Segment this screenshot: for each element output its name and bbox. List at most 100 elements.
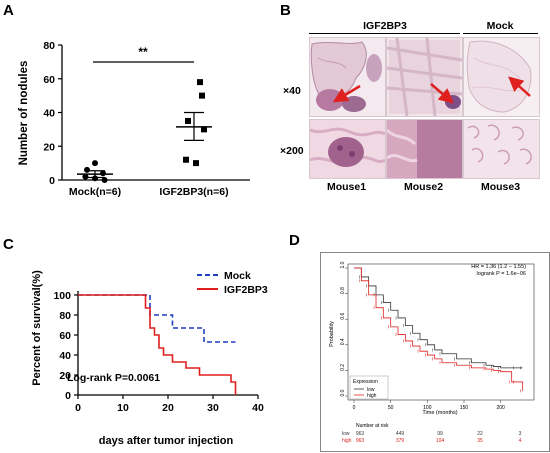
km-risk-value: 35 <box>477 438 483 444</box>
km-x-tick-label: 150 <box>460 405 469 411</box>
km-plot-axes: 0.0 0.2 0.4 0.6 0.8 1.0 0 50 100 150 200 <box>340 261 535 411</box>
km-risk-value: 379 <box>396 438 405 444</box>
survival-curve-igf2bp3 <box>78 294 237 395</box>
histology-mouse3-x40 <box>463 37 540 117</box>
header-igf2bp3-rule <box>309 33 460 34</box>
km-risk-table: low 963 449 99 22 3 high 963 379 104 35 4 <box>342 431 522 444</box>
nodule-y-axis-label: Number of nodules <box>18 61 30 166</box>
km-curve-high <box>354 267 524 391</box>
header-igf2bp3: IGF2BP3 <box>363 20 407 32</box>
km-risk-value: 104 <box>436 438 445 444</box>
km-y-axis-label: Probability <box>329 321 335 347</box>
survival-x-tick-label: 30 <box>207 402 219 414</box>
km-hr-text: HR = 1.36 (1.2 − 1.55) <box>471 264 526 270</box>
nodule-y-tick-label: 80 <box>43 40 55 52</box>
km-risk-value: 449 <box>396 431 405 437</box>
km-legend-low: low <box>367 387 375 393</box>
histology-mouse1-x40 <box>309 37 386 117</box>
km-risk-value: 99 <box>437 431 443 437</box>
survival-y-tick-label: 40 <box>59 350 71 362</box>
survival-y-axis-label: Percent of survival(%) <box>31 270 43 386</box>
igf2bp3-point <box>183 156 189 163</box>
km-plot-box <box>347 263 535 401</box>
nodule-arrows <box>332 76 531 104</box>
km-risk-value: 963 <box>356 438 365 444</box>
nodule-y-tick-label: 0 <box>49 175 55 187</box>
panel-letter-a: A <box>3 2 14 19</box>
survival-y-tick-label: 0 <box>65 390 71 402</box>
km-risk-value: 963 <box>356 431 365 437</box>
survival-y-tick-label: 60 <box>59 330 71 342</box>
histology-mouse1-x200 <box>309 119 386 179</box>
col-label-mouse3: Mouse3 <box>480 181 521 193</box>
histology-mouse2-x40 <box>386 37 463 117</box>
km-risk-row-label: low <box>342 431 350 437</box>
row-label-x200: ×200 <box>280 145 304 157</box>
survival-x-tick-label: 10 <box>117 402 129 414</box>
km-y-tick-label: 0.8 <box>340 287 346 294</box>
survival-curves <box>78 294 237 395</box>
km-risk-value: 22 <box>477 431 483 437</box>
km-y-tick-label: 0.0 <box>340 389 346 396</box>
igf2bp3-point <box>185 117 191 124</box>
km-logrank-text: logrank P = 1.6e−06 <box>477 271 526 277</box>
legend-igf2bp3-label: IGF2BP3 <box>224 284 268 296</box>
km-legend-title: Expression <box>353 379 378 385</box>
significance-label: ** <box>138 45 148 59</box>
km-x-tick-label: 0 <box>353 405 356 411</box>
km-x-tick-label: 100 <box>423 405 432 411</box>
nodule-y-tick-label: 60 <box>43 74 55 86</box>
nodule-y-tick-label: 20 <box>43 141 55 153</box>
km-x-tick-label: 50 <box>388 405 394 411</box>
mock-point <box>82 173 89 180</box>
km-risk-title: Number at risk <box>356 423 389 429</box>
arrow-mouse3 <box>508 76 531 97</box>
survival-x-axis-label: days after tumor injection <box>99 435 234 447</box>
header-mock: Mock <box>486 20 514 32</box>
igf2bp3-point <box>193 160 199 167</box>
survival-chart-axes: 0 20 40 60 80 100 0 10 20 30 40 <box>53 290 264 414</box>
arrow-mouse2 <box>430 83 454 104</box>
histology-mouse3-x200 <box>463 119 540 179</box>
survival-y-tick-label: 20 <box>59 370 71 382</box>
arrow-mouse1 <box>332 84 361 103</box>
km-risk-value: 3 <box>519 431 522 437</box>
km-y-tick-label: 0.6 <box>340 313 346 320</box>
km-risk-row-label: high <box>342 438 352 444</box>
km-plot-frame <box>320 252 550 452</box>
survival-x-tick-label: 40 <box>252 402 264 414</box>
mock-point <box>92 160 98 167</box>
km-legend-high: high <box>367 393 377 399</box>
histology-mouse2-x200 <box>386 119 463 179</box>
col-label-mouse2: Mouse2 <box>403 181 444 193</box>
survival-x-tick-label: 20 <box>162 402 174 414</box>
mock-point <box>84 166 90 173</box>
km-plot: 0.0 0.2 0.4 0.6 0.8 1.0 0 50 100 150 200 HR = 1.36… <box>329 261 535 444</box>
km-x-tick-label: 200 <box>496 405 505 411</box>
km-y-tick-label: 0.2 <box>340 364 346 371</box>
igf2bp3-point <box>201 126 207 133</box>
logrank-annotation: Log-rank P=0.0061 <box>67 372 160 384</box>
panel-letter-c: C <box>3 236 14 253</box>
mock-point <box>92 175 98 182</box>
survival-chart: 0 20 40 60 80 100 0 10 20 30 40 Percent of surviva… <box>31 270 268 447</box>
nodule-y-tick-label: 40 <box>43 108 55 120</box>
row-label-x40: ×40 <box>283 85 301 97</box>
legend-mock-label: Mock <box>224 270 251 282</box>
igf2bp3-point <box>197 79 203 86</box>
survival-x-tick-label: 0 <box>75 402 81 414</box>
km-y-tick-label: 0.4 <box>340 338 346 345</box>
km-curves <box>354 267 524 393</box>
nodule-x-tick-label: IGF2BP3(n=6) <box>159 186 228 198</box>
km-y-tick-label: 1.0 <box>340 261 346 268</box>
nodule-scatter-chart: 0 20 40 60 80 Mock(n=6) IGF2BP3(n=6) Number of… <box>18 40 250 198</box>
panel-letter-d: D <box>289 232 300 249</box>
mock-point <box>101 177 108 183</box>
header-mock-rule <box>463 33 538 34</box>
km-x-axis-label: Time (months) <box>422 410 457 416</box>
igf2bp3-point <box>199 92 205 99</box>
col-label-mouse1: Mouse1 <box>326 181 367 193</box>
nodule-marks <box>77 79 212 183</box>
km-curve-low <box>354 267 523 369</box>
nodule-x-tick-label: Mock(n=6) <box>69 186 121 198</box>
